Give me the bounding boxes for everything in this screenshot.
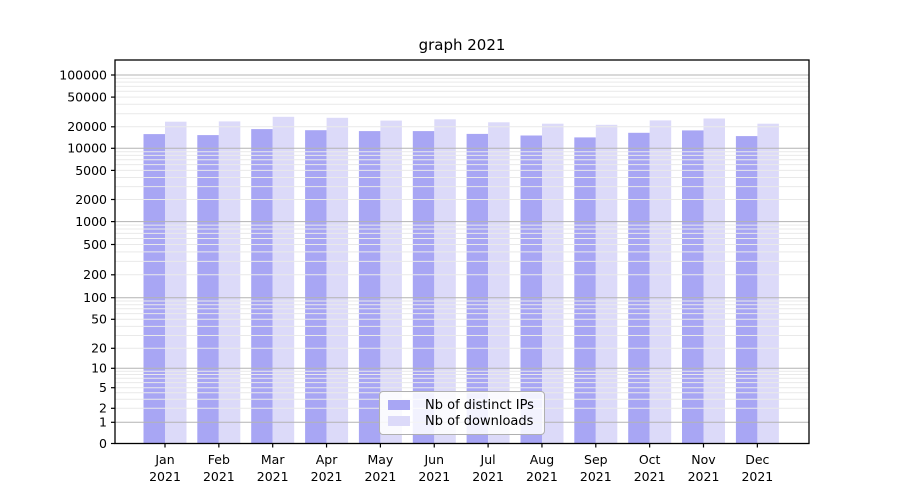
x-tick-label-month: May — [367, 452, 393, 467]
x-tick-label-year: 2021 — [472, 469, 504, 484]
bar-oct-series0 — [628, 132, 650, 444]
bar-jul-series1 — [488, 122, 510, 444]
chart-title: graph 2021 — [418, 36, 506, 54]
legend-swatch-downloads — [388, 416, 410, 426]
y-tick-label: 2 — [99, 401, 107, 416]
x-tick-label-year: 2021 — [741, 469, 773, 484]
bar-dec-series1 — [757, 123, 779, 444]
bar-jan-series1 — [165, 121, 187, 444]
bar-dec-series0 — [735, 136, 758, 444]
x-tick-label-month: Feb — [208, 452, 230, 467]
bar-feb-series1 — [218, 121, 241, 444]
x-tick-label-month: Jan — [154, 452, 174, 467]
y-tick-label: 0 — [99, 436, 107, 451]
x-tick-label-year: 2021 — [688, 469, 720, 484]
legend-label-downloads: Nb of downloads — [425, 413, 534, 429]
bar-jul-series0 — [466, 133, 489, 444]
bar-nov-series1 — [703, 118, 725, 444]
legend-item-distinct-ips: Nb of distinct IPs — [388, 397, 536, 413]
bar-mar-series0 — [251, 129, 273, 444]
bar-mar-series1 — [272, 116, 295, 444]
y-tick-label: 200 — [83, 267, 107, 282]
bar-jun-series1 — [434, 119, 456, 444]
x-tick-label-month: Jul — [480, 452, 496, 467]
bar-oct-series1 — [649, 120, 672, 444]
x-tick-label-month: Aug — [530, 452, 554, 467]
bar-nov-series0 — [682, 130, 704, 444]
y-tick-label: 5000 — [75, 163, 107, 178]
legend-label-distinct-ips: Nb of distinct IPs — [425, 397, 534, 413]
bar-jan-series0 — [143, 134, 165, 444]
x-tick-label-month: Oct — [639, 452, 661, 467]
y-tick-label: 2000 — [75, 192, 107, 207]
x-tick-label-month: Sep — [584, 452, 608, 467]
x-tick-label-month: Apr — [316, 452, 338, 467]
x-tick-label-year: 2021 — [203, 469, 235, 484]
x-tick-label-year: 2021 — [257, 469, 289, 484]
y-tick-label: 10000 — [67, 141, 107, 156]
bar-jun-series0 — [412, 131, 435, 444]
y-tick-label: 10 — [91, 361, 107, 376]
bars-layer — [143, 116, 779, 444]
y-tick-label: 100000 — [59, 67, 107, 82]
y-tick-label: 1 — [99, 415, 107, 430]
x-tick-label-year: 2021 — [526, 469, 558, 484]
bar-may-series1 — [380, 120, 402, 444]
x-tick-label-year: 2021 — [634, 469, 666, 484]
y-tick-label: 5 — [99, 380, 107, 395]
bar-sep-series0 — [574, 137, 596, 444]
bar-may-series0 — [358, 131, 381, 444]
x-tick-label-year: 2021 — [364, 469, 396, 484]
legend-swatch-distinct-ips — [388, 400, 410, 410]
bar-feb-series0 — [197, 135, 219, 444]
y-tick-label: 20000 — [67, 119, 107, 134]
bar-sep-series1 — [595, 124, 618, 444]
x-tick-label-year: 2021 — [418, 469, 450, 484]
y-tick-label: 100 — [83, 290, 107, 305]
x-tick-label-year: 2021 — [580, 469, 612, 484]
x-tick-label-year: 2021 — [149, 469, 181, 484]
frame-layer — [114, 59, 810, 445]
bar-aug-series1 — [542, 123, 564, 444]
x-tick-label-month: Dec — [745, 452, 769, 467]
grid-layer — [115, 74, 809, 423]
y-tick-label: 50 — [91, 312, 107, 327]
y-tick-label: 1000 — [75, 214, 107, 229]
bar-apr-series1 — [326, 117, 349, 444]
y-tick-label: 500 — [83, 237, 107, 252]
y-tick-label: 50000 — [67, 90, 107, 105]
axis-layer: 0 12 5 10 20 50 100 200 500 1000 2000 5000 10000 2000… — [59, 67, 773, 484]
bar-apr-series0 — [305, 130, 327, 444]
y-tick-label: 20 — [91, 341, 107, 356]
plot-frame — [114, 59, 810, 445]
x-tick-label-year: 2021 — [311, 469, 343, 484]
bar-aug-series0 — [520, 135, 542, 444]
x-tick-label-month: Jun — [423, 452, 444, 467]
x-tick-label-month: Mar — [261, 452, 285, 467]
legend-item-downloads: Nb of downloads — [388, 413, 536, 429]
x-tick-label-month: Nov — [691, 452, 716, 467]
legend: Nb of distinct IPs Nb of downloads — [379, 391, 545, 435]
